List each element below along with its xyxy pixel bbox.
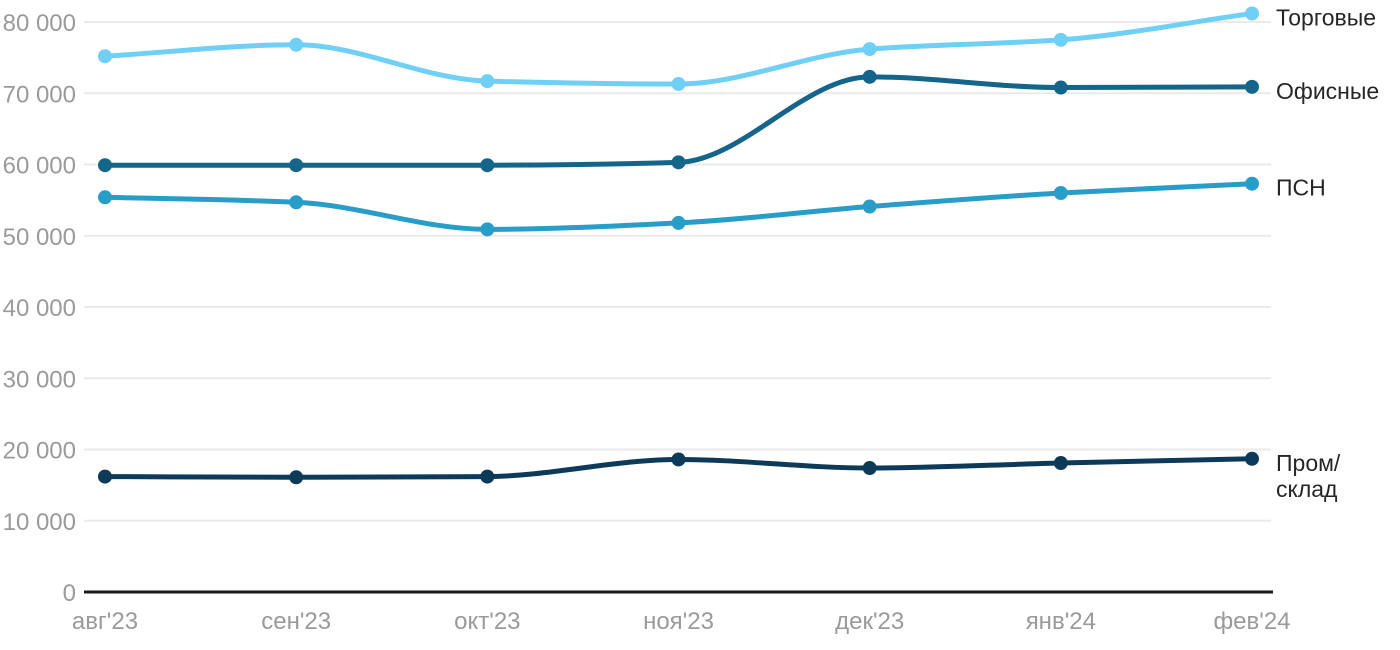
x-axis-tick-label: окт'23	[454, 608, 520, 635]
data-point[interactable]	[480, 222, 495, 237]
data-point[interactable]	[289, 158, 304, 173]
data-point[interactable]	[480, 158, 495, 173]
x-axis-tick-label: фев'24	[1213, 608, 1290, 635]
series-label-3: Пром/склад	[1276, 450, 1341, 502]
y-axis-tick-label: 80 000	[3, 10, 76, 37]
data-point[interactable]	[671, 76, 686, 91]
y-axis-tick-label: 40 000	[3, 295, 76, 322]
data-point[interactable]	[480, 469, 495, 484]
y-axis-tick-label: 0	[63, 580, 76, 607]
x-axis-tick-label: авг'23	[72, 608, 138, 635]
data-point[interactable]	[671, 452, 686, 467]
y-axis-tick-label: 20 000	[3, 438, 76, 465]
y-axis-tick-label: 30 000	[3, 366, 76, 393]
y-axis-tick-label: 50 000	[3, 224, 76, 251]
data-point[interactable]	[1053, 186, 1068, 200]
series-label-0: Торговые	[1276, 4, 1376, 30]
data-point[interactable]	[862, 199, 877, 214]
y-axis-tick-label: 60 000	[3, 153, 76, 180]
data-point[interactable]	[1053, 80, 1068, 95]
data-point[interactable]	[1053, 32, 1068, 47]
data-point[interactable]	[98, 190, 112, 205]
data-point[interactable]	[671, 215, 686, 230]
x-axis-tick-label: янв'24	[1026, 608, 1096, 635]
x-axis-tick-label: сен'23	[261, 608, 331, 635]
y-axis-tick-label: 70 000	[3, 81, 76, 108]
data-point[interactable]	[862, 69, 877, 84]
x-axis-tick-label: дек'23	[835, 608, 904, 635]
y-axis-tick-label: 10 000	[3, 509, 76, 536]
data-point[interactable]	[1245, 6, 1259, 21]
data-point[interactable]	[289, 37, 304, 52]
data-point[interactable]	[98, 49, 112, 64]
data-point[interactable]	[289, 195, 304, 210]
data-point[interactable]	[671, 155, 686, 170]
series-label-1: Офисные	[1276, 78, 1379, 104]
data-point[interactable]	[862, 42, 877, 57]
data-point[interactable]	[1245, 79, 1259, 94]
data-point[interactable]	[862, 461, 877, 476]
data-point[interactable]	[480, 74, 495, 89]
data-point[interactable]	[98, 469, 112, 484]
series-line-0	[102, 10, 1255, 87]
data-point[interactable]	[1245, 451, 1259, 466]
data-point[interactable]	[289, 470, 304, 485]
data-point[interactable]	[1245, 176, 1259, 191]
data-point[interactable]	[98, 158, 112, 173]
series-label-2: ПСН	[1276, 175, 1326, 201]
data-point[interactable]	[1053, 456, 1068, 471]
x-axis-tick-label: ноя'23	[643, 608, 714, 635]
